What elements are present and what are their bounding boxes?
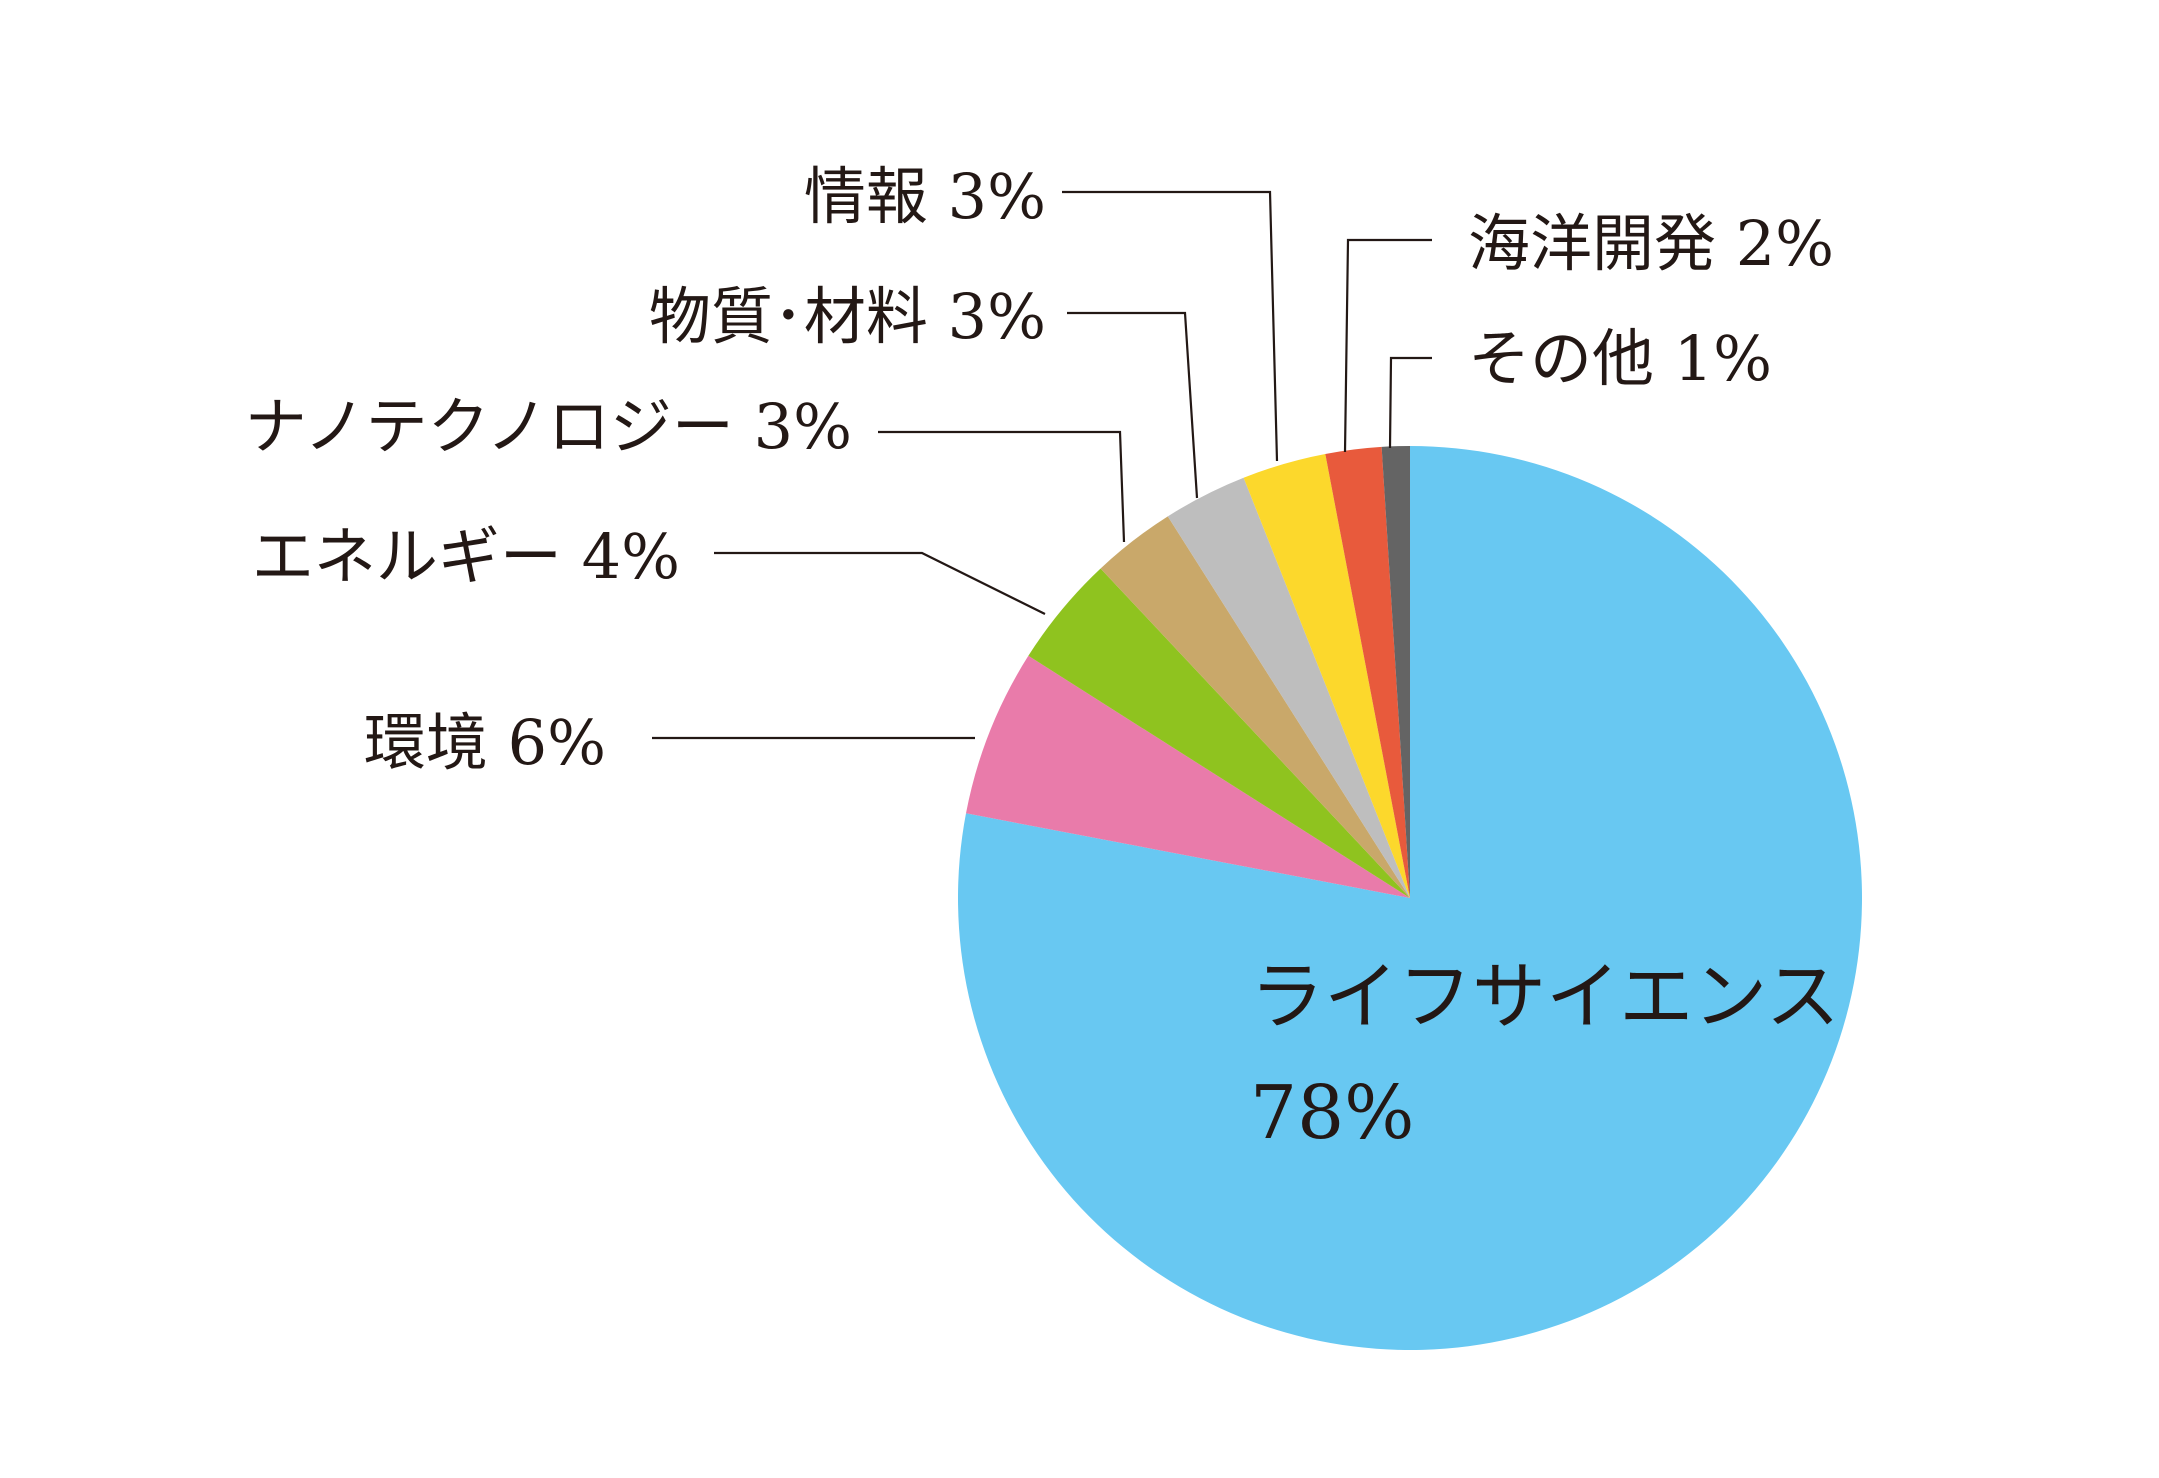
- slice-2-label: 環境 6%: [364, 706, 606, 779]
- slice-6-label-value: 3%: [928, 160, 1046, 233]
- slice-2-label-name: 環境: [364, 706, 488, 779]
- slice-4-label: ナノテクノロジー 3%: [245, 390, 852, 463]
- slice-4-label-value: 3%: [734, 390, 852, 463]
- slice-6-wedge: [1243, 454, 1410, 898]
- labels-group: 環境 6%エネルギー 4%ナノテクノロジー 3%物質･材料 3%情報 3%海洋開…: [245, 160, 1840, 1156]
- slice-5-label-value: 3%: [928, 280, 1046, 353]
- slice-8-label: その他 1%: [1468, 322, 1772, 395]
- slice-3-label: エネルギー 4%: [252, 520, 680, 593]
- slice-7-label: 海洋開発 2%: [1468, 207, 1834, 280]
- slices-group: [958, 446, 1862, 1350]
- slice-4-leader-line: [878, 430, 1126, 543]
- slice-7-wedge: [1325, 446, 1410, 898]
- slice-6-label: 情報 3%: [804, 160, 1046, 233]
- slice-8-label-name: その他: [1468, 322, 1654, 395]
- slice-3-label-value: 4%: [562, 520, 680, 593]
- slice-2-wedge: [966, 655, 1410, 898]
- slice-4-wedge: [1100, 516, 1410, 898]
- slice-7-leader-line: [1343, 238, 1432, 453]
- slice-3-wedge: [1028, 568, 1410, 898]
- slice-1-label-value: 78%: [1250, 1070, 1414, 1156]
- slice-7-label-name: 海洋開発: [1468, 207, 1716, 280]
- slice-8-wedge: [1381, 446, 1410, 898]
- slice-3-label-name: エネルギー: [252, 520, 562, 593]
- leader-lines-group: [652, 190, 1432, 740]
- slice-6-leader-line: [1062, 190, 1279, 462]
- slice-5-wedge: [1167, 477, 1410, 898]
- slice-7-label-value: 2%: [1716, 207, 1834, 280]
- slice-5-label-name: 物質･材料: [649, 280, 928, 353]
- slice-5-leader-line: [1067, 311, 1199, 499]
- slice-2-label-value: 6%: [488, 706, 606, 779]
- slice-6-label-name: 情報: [804, 160, 928, 233]
- slice-8-label-value: 1%: [1654, 322, 1772, 395]
- slice-5-label: 物質･材料 3%: [649, 280, 1046, 353]
- slice-1-label-name: ライフサイエンス: [1250, 954, 1840, 1040]
- slice-8-leader-line: [1388, 356, 1432, 449]
- slice-3-leader-line: [714, 551, 1046, 615]
- slice-4-label-name: ナノテクノロジー: [245, 390, 734, 463]
